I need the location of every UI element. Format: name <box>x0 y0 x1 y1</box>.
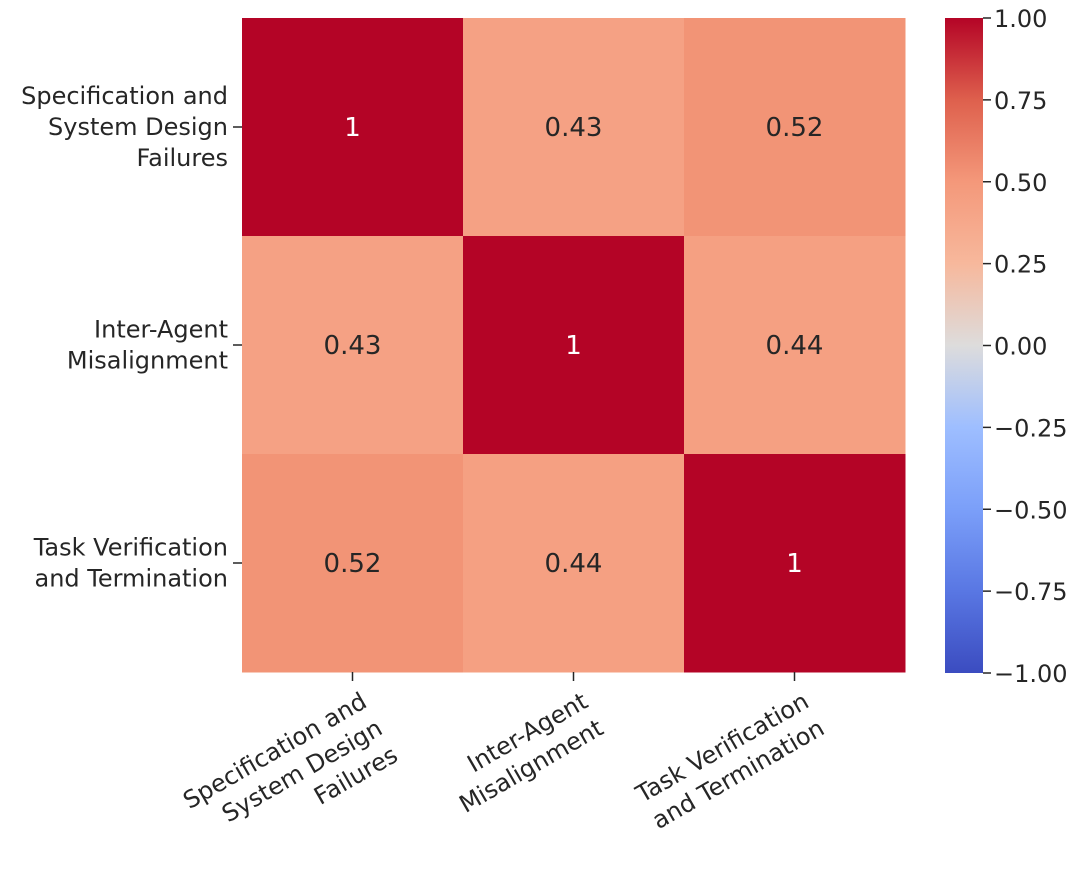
x-axis-tick-label: Task Verificationand Termination <box>630 687 829 836</box>
colorbar-tick-label: −0.50 <box>994 496 1068 524</box>
colorbar-tick-label: −0.75 <box>994 578 1068 606</box>
heatmap-cell-labels: 1 0.43 0.52 0.43 1 0.44 0.52 0.44 1 <box>324 113 824 579</box>
heatmap-cell-label: 0.52 <box>766 113 824 143</box>
heatmap-cell-label: 1 <box>344 113 361 143</box>
heatmap-cell <box>463 454 685 673</box>
heatmap-cell <box>242 236 464 455</box>
heatmap-cell <box>684 236 906 455</box>
colorbar-tick-label: 1.00 <box>994 5 1047 33</box>
x-axis-tick-labels: Specification andSystem DesignFailures In… <box>178 672 829 868</box>
colorbar-tick-label: 0.25 <box>994 251 1047 279</box>
x-axis-tick-label: Inter-AgentMisalignment <box>439 687 608 819</box>
heatmap-cell <box>242 454 464 673</box>
colorbar-tick-label: 0.75 <box>994 87 1047 115</box>
heatmap-cell <box>242 18 464 237</box>
x-axis-tick-label: Specification andSystem DesignFailures <box>178 687 402 868</box>
heatmap-cell-label: 1 <box>786 549 803 579</box>
y-axis-tick-label: Specification and System Design Failures <box>21 82 228 172</box>
heatmap-cell-label: 0.44 <box>766 331 824 361</box>
heatmap-cell <box>684 454 906 673</box>
heatmap-cell-label: 0.43 <box>545 113 603 143</box>
heatmap-cell <box>463 18 685 237</box>
heatmap-cells <box>242 18 906 673</box>
colorbar-tick-label: 0.50 <box>994 169 1047 197</box>
colorbar-tick-label: −0.25 <box>994 414 1068 442</box>
heatmap-cell-label: 0.43 <box>324 331 382 361</box>
heatmap-cell-label: 0.44 <box>545 549 603 579</box>
y-axis-tick-labels: Specification and System Design Failures In… <box>21 82 242 593</box>
heatmap-cell-label: 0.52 <box>324 549 382 579</box>
y-axis-tick-label: Inter-Agent Misalignment <box>67 316 228 375</box>
heatmap-cell <box>684 18 906 237</box>
colorbar-ticks: 1.00 0.75 0.50 0.25 0.00 −0.25 −0.50 −0.75 −1.00 <box>983 5 1068 688</box>
y-axis-tick-label: Task Verification and Termination <box>33 534 228 593</box>
colorbar-tick-label: −1.00 <box>994 660 1068 688</box>
heatmap-cell-label: 1 <box>565 331 582 361</box>
heatmap-cell <box>463 236 685 455</box>
colorbar-tick-label: 0.00 <box>994 333 1047 361</box>
colorbar <box>945 18 983 673</box>
